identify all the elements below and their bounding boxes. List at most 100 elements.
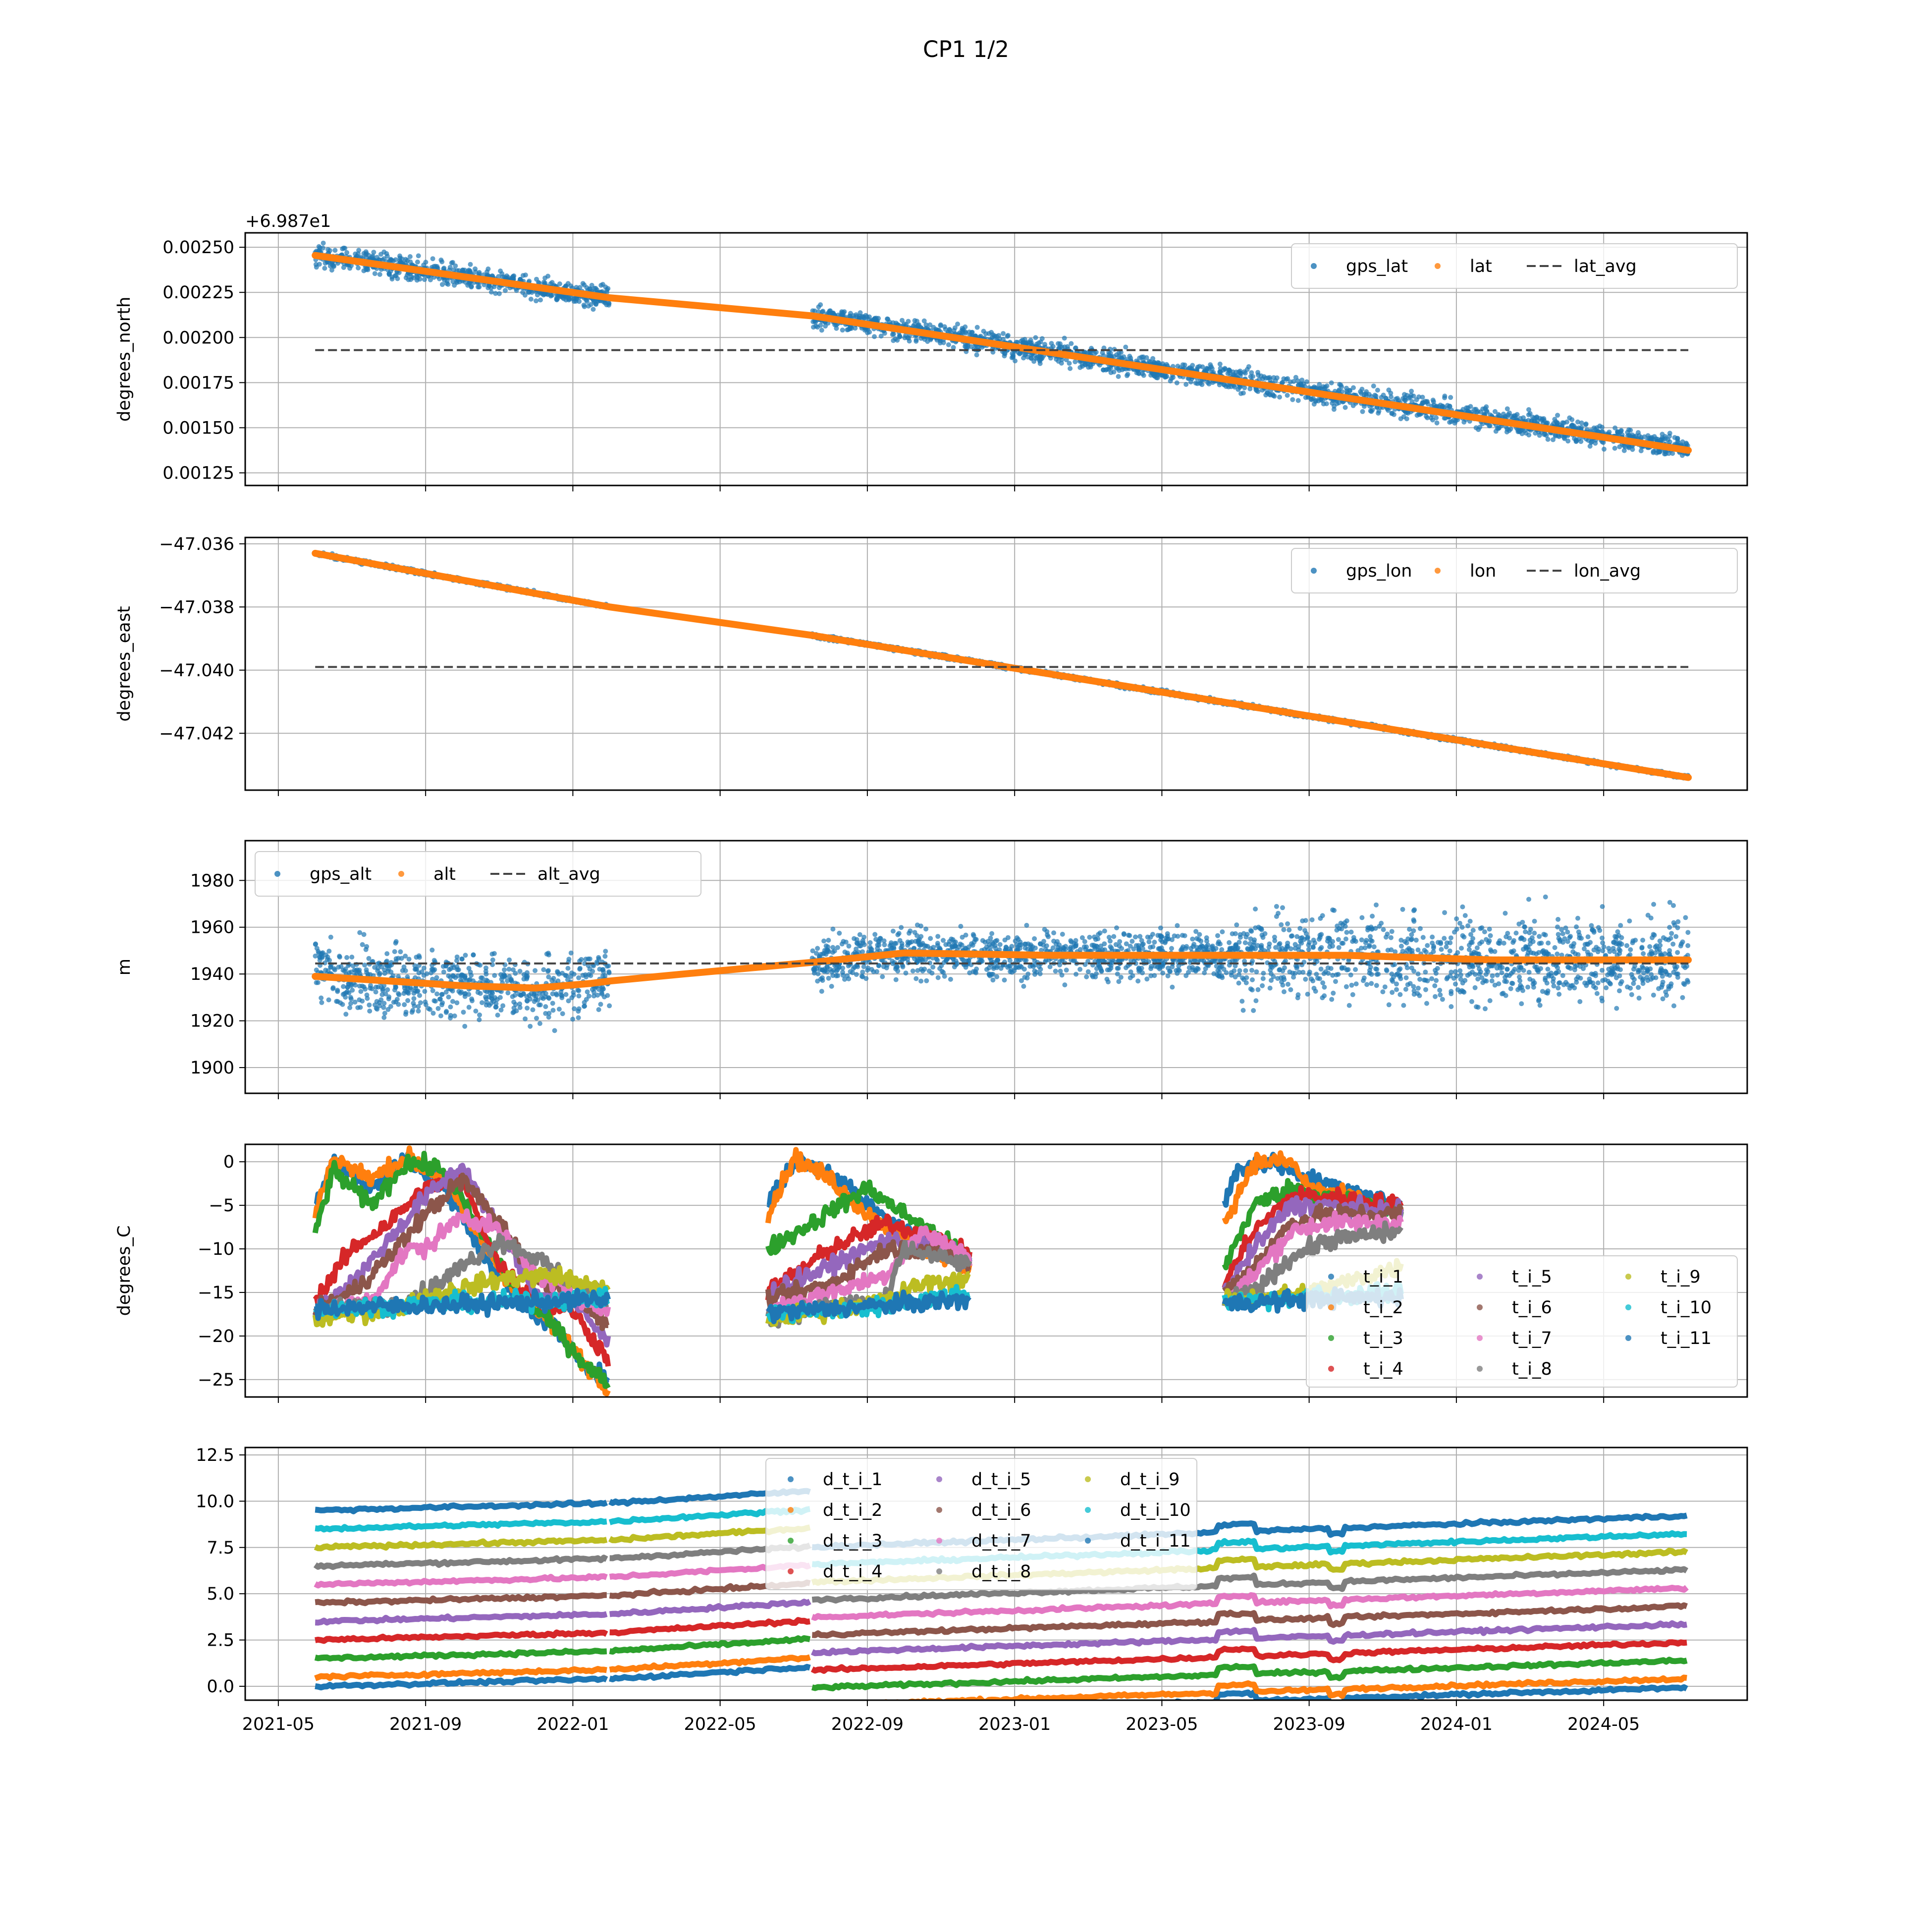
data-point bbox=[1555, 420, 1560, 426]
data-point bbox=[1073, 359, 1078, 365]
data-point bbox=[1255, 373, 1261, 377]
data-point bbox=[1125, 373, 1129, 378]
data-point bbox=[1197, 364, 1202, 369]
data-point bbox=[946, 342, 951, 347]
data-point bbox=[577, 285, 583, 290]
data-point bbox=[1683, 440, 1689, 446]
data-point bbox=[1645, 433, 1651, 438]
data-point bbox=[1037, 358, 1042, 364]
data-point bbox=[1526, 418, 1531, 423]
data-point bbox=[395, 276, 400, 281]
data-point bbox=[900, 318, 905, 323]
figure-title: CP1 1/2 bbox=[923, 36, 1009, 62]
data-point bbox=[1468, 404, 1473, 409]
data-point bbox=[943, 326, 948, 332]
data-point bbox=[1062, 335, 1067, 341]
data-point bbox=[1597, 424, 1603, 429]
data-point bbox=[321, 240, 326, 246]
data-point bbox=[1059, 361, 1064, 366]
data-point bbox=[1544, 433, 1549, 438]
data-point bbox=[1164, 374, 1170, 379]
data-point bbox=[557, 281, 562, 286]
data-point bbox=[451, 268, 456, 272]
data-point bbox=[1484, 408, 1489, 414]
data-point bbox=[1242, 371, 1248, 376]
data-point bbox=[523, 272, 528, 278]
data-point bbox=[1388, 390, 1394, 396]
data-point bbox=[1449, 419, 1454, 424]
data-point bbox=[1118, 350, 1124, 355]
data-point bbox=[1305, 395, 1311, 400]
data-point bbox=[1424, 414, 1429, 419]
data-point bbox=[974, 324, 980, 330]
data-point bbox=[1339, 384, 1344, 389]
data-point bbox=[1472, 407, 1477, 412]
data-point bbox=[1532, 419, 1538, 424]
data-point bbox=[921, 318, 927, 323]
data-point bbox=[1033, 335, 1038, 340]
y-axis-label: degrees_east bbox=[114, 606, 134, 721]
data-point bbox=[1344, 388, 1349, 394]
data-point bbox=[496, 291, 502, 296]
data-point bbox=[1227, 370, 1232, 376]
y-tick-label: 0.00125 bbox=[162, 464, 234, 483]
data-point bbox=[407, 254, 413, 259]
data-point bbox=[1675, 440, 1681, 445]
data-point bbox=[1285, 393, 1290, 398]
plot-area bbox=[312, 240, 1692, 458]
data-point bbox=[1420, 394, 1425, 400]
data-point bbox=[870, 318, 875, 323]
data-point bbox=[1587, 443, 1593, 449]
data-point bbox=[1223, 367, 1228, 372]
data-point bbox=[1182, 362, 1187, 368]
data-point bbox=[1411, 393, 1416, 399]
data-point bbox=[1128, 355, 1133, 361]
data-point bbox=[453, 263, 458, 268]
data-point bbox=[1217, 369, 1223, 375]
data-point bbox=[1302, 384, 1307, 389]
data-point bbox=[1376, 411, 1381, 416]
data-point bbox=[1396, 398, 1401, 403]
data-point bbox=[1526, 407, 1531, 412]
data-point bbox=[522, 292, 528, 298]
data-point bbox=[580, 281, 586, 286]
data-point bbox=[906, 335, 912, 341]
data-point bbox=[913, 337, 919, 342]
data-point bbox=[1442, 416, 1447, 421]
data-point bbox=[1073, 345, 1078, 351]
data-point bbox=[389, 274, 395, 280]
data-point bbox=[1409, 399, 1415, 404]
data-point bbox=[1526, 432, 1532, 438]
data-point bbox=[1373, 393, 1379, 399]
data-point bbox=[895, 337, 900, 343]
data-point bbox=[541, 292, 546, 298]
data-point bbox=[1578, 439, 1584, 444]
legend-label: lat bbox=[1470, 257, 1492, 276]
data-point bbox=[1005, 333, 1011, 338]
data-point bbox=[1155, 360, 1161, 365]
data-point bbox=[1575, 419, 1580, 425]
data-point bbox=[1477, 425, 1483, 430]
data-point bbox=[491, 284, 497, 289]
data-point bbox=[1299, 377, 1305, 383]
data-point bbox=[341, 265, 346, 270]
data-point bbox=[1271, 393, 1276, 398]
data-point bbox=[1508, 426, 1513, 431]
data-point bbox=[1329, 380, 1334, 385]
data-point bbox=[1168, 378, 1173, 384]
data-point bbox=[1409, 388, 1414, 394]
data-point bbox=[364, 267, 369, 272]
data-point bbox=[1101, 367, 1106, 373]
data-point bbox=[1628, 428, 1633, 433]
data-point bbox=[1663, 434, 1668, 439]
data-point bbox=[356, 265, 361, 270]
data-point bbox=[1679, 453, 1685, 458]
data-point bbox=[606, 302, 611, 308]
data-point bbox=[912, 318, 917, 323]
data-point bbox=[528, 296, 534, 302]
legend-label: gps_lat bbox=[1346, 257, 1408, 276]
data-point bbox=[1342, 405, 1348, 410]
data-point bbox=[460, 268, 465, 273]
data-point bbox=[534, 298, 539, 304]
data-point bbox=[1247, 386, 1253, 391]
